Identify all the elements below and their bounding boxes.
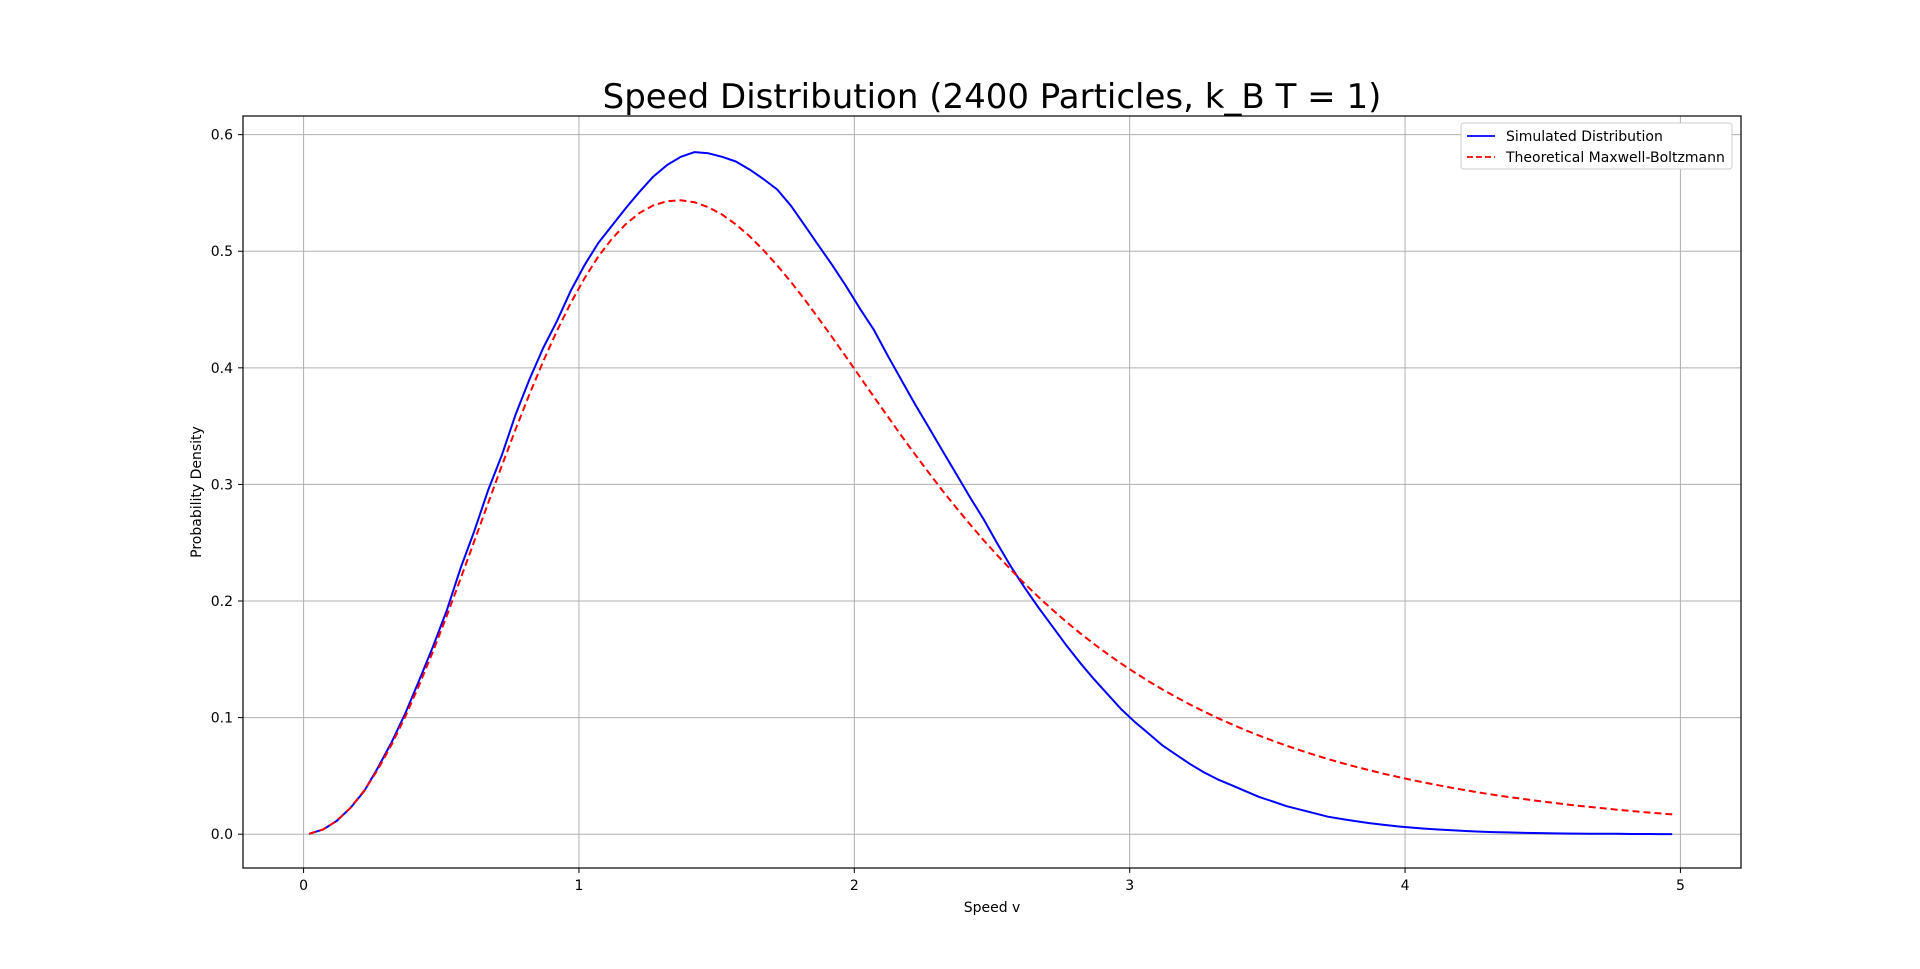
x-tick-label: 5 [1676, 878, 1685, 894]
y-tick-label: 0.0 [211, 827, 233, 843]
chart-title: Speed Distribution (2400 Particles, k_B … [603, 77, 1382, 117]
y-tick-label: 0.4 [211, 361, 233, 377]
x-tick-label: 3 [1125, 878, 1134, 894]
plot-area-frame [242, 115, 1742, 869]
series-layer [308, 151, 1673, 836]
y-tick-label: 0.2 [211, 594, 233, 610]
y-axis-label: Probability Density [189, 426, 205, 558]
x-tick-label: 1 [574, 878, 583, 894]
y-tick-label: 0.5 [211, 244, 233, 260]
series-line-simulated [308, 151, 1673, 836]
series-line-theoretical [308, 199, 1673, 835]
y-tick-label: 0.6 [211, 128, 233, 144]
x-tick-label: 2 [850, 878, 859, 894]
legend-label-simulated: Simulated Distribution [1506, 129, 1663, 145]
legend: Simulated Distribution Theoretical Maxwe… [1460, 122, 1733, 170]
x-tick-label: 4 [1401, 878, 1410, 894]
x-axis-label: Speed v [964, 900, 1021, 916]
y-tick-label: 0.1 [211, 711, 233, 727]
tick-layer: 0 1 2 3 4 5 0.0 0.1 0.2 0.3 0.4 0.5 0.6 [211, 128, 1685, 894]
legend-box [1460, 122, 1733, 170]
legend-label-theoretical: Theoretical Maxwell-Boltzmann [1505, 150, 1725, 166]
y-tick-label: 0.3 [211, 477, 233, 493]
x-tick-label: 0 [299, 878, 308, 894]
grid-layer [243, 116, 1741, 868]
